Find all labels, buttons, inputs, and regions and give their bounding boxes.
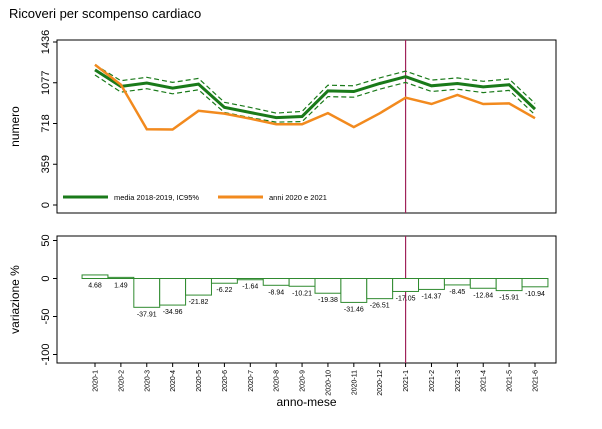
x-tick-label: 2020-7 — [248, 370, 255, 392]
bar-value-label: -17.05 — [396, 295, 416, 302]
x-tick-label: 2021-3 — [455, 370, 462, 392]
bar — [107, 276, 135, 280]
x-tick-label: 2021-6 — [533, 370, 540, 392]
bar-value-label: -6.22 — [216, 287, 232, 294]
bar-value-label: -21.82 — [189, 299, 209, 306]
bar — [366, 278, 394, 300]
bar — [288, 278, 316, 287]
bottom-y-axis-label: variazione % — [8, 265, 22, 334]
x-tick-label: 2020-9 — [300, 370, 307, 392]
bar — [443, 278, 471, 286]
top-y-tick-label: 359 — [40, 155, 52, 173]
bar-value-label: -14.37 — [422, 293, 442, 300]
bottom-y-tick-label: 0 — [40, 275, 52, 281]
legend-actual-label: anni 2020 e 2021 — [269, 193, 327, 202]
bar-value-label: 1.49 — [114, 283, 128, 290]
x-tick-label: 2020-6 — [222, 370, 229, 392]
x-tick-label: 2020-1 — [93, 370, 100, 392]
x-tick-label: 2020-3 — [144, 370, 151, 392]
x-tick-label: 2021-5 — [507, 370, 514, 392]
bar-value-label: -26.51 — [370, 303, 390, 310]
bar-value-label: -8.45 — [449, 289, 465, 296]
bar-value-label: -10.21 — [292, 290, 312, 297]
x-tick-label: 2020-5 — [196, 370, 203, 392]
legend-mean-label: media 2018-2019, IC95% — [114, 193, 199, 202]
bar-value-label: 4.68 — [88, 283, 102, 290]
x-tick-label: 2020-11 — [351, 370, 358, 395]
x-tick-label: 2020-10 — [325, 370, 332, 396]
bar — [418, 278, 445, 290]
series-actual-line — [94, 63, 536, 131]
top-y-tick-label: 0 — [40, 202, 52, 208]
top-y-tick-label: 1436 — [40, 30, 52, 54]
top-y-tick-label: 1077 — [40, 71, 52, 95]
bar-value-label: -12.84 — [473, 292, 493, 299]
bar — [521, 278, 549, 288]
top-y-tick-label: 718 — [40, 114, 52, 132]
bar-value-label: -31.46 — [344, 306, 364, 313]
bar — [469, 278, 497, 289]
series-ci-lower-line — [94, 74, 536, 123]
bottom-y-tick-label: -100 — [40, 343, 52, 365]
bottom-y-tick-label: 50 — [40, 234, 52, 246]
bar — [210, 278, 238, 284]
x-axis-label: anno-mese — [276, 395, 336, 409]
bar-value-label: -34.96 — [163, 309, 183, 316]
bar — [392, 278, 420, 292]
bar-value-label: -1.64 — [242, 284, 258, 291]
bar-value-label: -8.94 — [268, 289, 284, 296]
x-tick-label: 2020-8 — [274, 370, 281, 392]
bar — [133, 278, 161, 308]
bar-value-label: -19.38 — [318, 297, 338, 304]
bar — [81, 274, 109, 280]
bar — [159, 278, 187, 306]
bar-value-label: -15.91 — [499, 295, 519, 302]
bottom-y-tick-label: -50 — [40, 309, 52, 325]
bar — [340, 278, 368, 303]
x-tick-label: 2020-4 — [170, 370, 177, 392]
bar — [314, 278, 342, 294]
x-tick-label: 2020-12 — [377, 370, 384, 396]
bar — [185, 278, 212, 296]
series-mean-line — [94, 68, 537, 120]
top-y-axis-label: numero — [8, 106, 22, 147]
bar-value-label: -10.94 — [525, 291, 545, 298]
bottom-panel-frame — [56, 235, 557, 364]
bar-value-label: -37.91 — [137, 311, 157, 318]
chart-title: Ricoveri per scompenso cardiaco — [9, 6, 202, 21]
bar — [495, 278, 523, 292]
x-tick-label: 2021-1 — [403, 370, 410, 392]
x-tick-label: 2020-2 — [118, 370, 125, 392]
x-tick-label: 2021-4 — [481, 370, 488, 392]
bar — [236, 278, 264, 281]
series-ci-upper-line — [94, 64, 536, 114]
bar — [262, 278, 290, 286]
x-tick-label: 2021-2 — [429, 370, 436, 392]
top-panel-frame — [56, 39, 557, 214]
